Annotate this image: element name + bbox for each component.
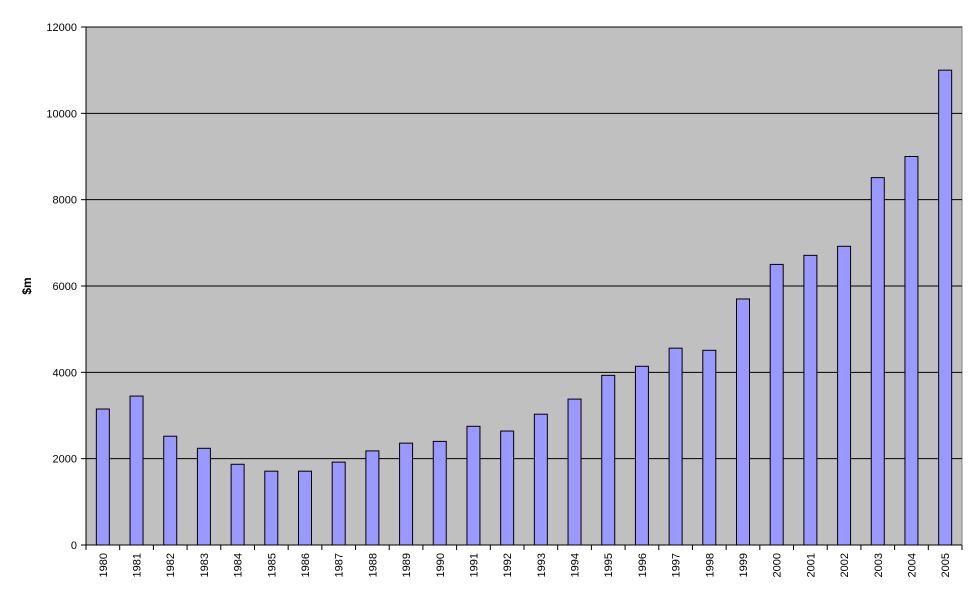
x-tick-label: 1982 xyxy=(165,553,177,577)
bar-2004 xyxy=(904,156,919,546)
x-tick-label: 1997 xyxy=(671,553,683,577)
x-tick-label: 1981 xyxy=(132,553,144,577)
x-tick-label: 1998 xyxy=(704,553,716,577)
x-tick-label: 1989 xyxy=(401,553,413,577)
x-tick-label: 1986 xyxy=(300,553,312,577)
bar-1995 xyxy=(601,374,616,546)
x-tick-label: 1980 xyxy=(98,553,110,577)
bar-1996 xyxy=(634,365,649,546)
bar-1990 xyxy=(432,440,447,546)
x-tick-label: 1992 xyxy=(502,553,514,577)
x-tick-label: 1990 xyxy=(435,553,447,577)
bar-1998 xyxy=(702,349,717,546)
bar-2002 xyxy=(837,245,852,546)
bar-2001 xyxy=(803,254,818,546)
bars xyxy=(95,69,953,546)
bar-1982 xyxy=(163,435,178,546)
x-tick-label: 1983 xyxy=(199,553,211,577)
bar-1994 xyxy=(567,398,582,546)
bar-1991 xyxy=(466,425,481,546)
y-axis-ticks: 0 2000 4000 6000 8000 10000 12000 xyxy=(46,22,86,552)
bar-1981 xyxy=(129,395,144,546)
bar-1986 xyxy=(298,470,312,546)
bar-1992 xyxy=(500,430,515,546)
x-tick-label: 1996 xyxy=(637,553,649,577)
x-tick-label: 1999 xyxy=(738,553,750,577)
y-tick-label: 12000 xyxy=(46,22,77,34)
x-tick-label: 1985 xyxy=(266,553,278,577)
x-tick-label: 2001 xyxy=(805,553,817,577)
bar-2000 xyxy=(769,263,784,546)
bar-1980 xyxy=(95,408,110,546)
x-tick-label: 1994 xyxy=(570,553,582,577)
x-tick-label: 1991 xyxy=(468,553,480,577)
x-tick-label: 2000 xyxy=(772,553,784,577)
bar-2003 xyxy=(870,177,885,546)
bar-1988 xyxy=(365,450,380,546)
x-tick-label: 2005 xyxy=(940,553,952,577)
x-tick-label: 2004 xyxy=(906,553,918,577)
x-tick-label: 1995 xyxy=(603,553,615,577)
bar-1983 xyxy=(196,447,211,546)
x-tick-label: 1988 xyxy=(367,553,379,577)
y-tick-label: 2000 xyxy=(53,454,77,466)
bar-1989 xyxy=(399,442,414,546)
y-axis-label: $m xyxy=(20,277,34,294)
x-axis-ticks: 1980 1981 1982 1983 1984 1985 1986 1987 1988 1989… xyxy=(85,545,963,577)
x-tick-label: 2002 xyxy=(839,553,851,577)
bar-1993 xyxy=(533,413,548,546)
bar-1984 xyxy=(230,463,245,546)
bar-1987 xyxy=(331,461,346,546)
y-tick-label: 6000 xyxy=(53,281,77,293)
x-tick-label: 1993 xyxy=(536,553,548,577)
y-tick-label: 0 xyxy=(71,540,77,552)
x-tick-label: 1987 xyxy=(334,553,346,577)
y-tick-label: 10000 xyxy=(46,108,77,120)
y-tick-label: 8000 xyxy=(53,195,77,207)
y-tick-label: 4000 xyxy=(53,367,77,379)
x-tick-label: 2003 xyxy=(873,553,885,577)
x-tick-label: 1984 xyxy=(233,553,245,577)
bar-1985 xyxy=(264,470,279,546)
bar-1997 xyxy=(668,347,683,546)
bar-1999 xyxy=(736,298,750,546)
bar-2005 xyxy=(938,69,953,546)
